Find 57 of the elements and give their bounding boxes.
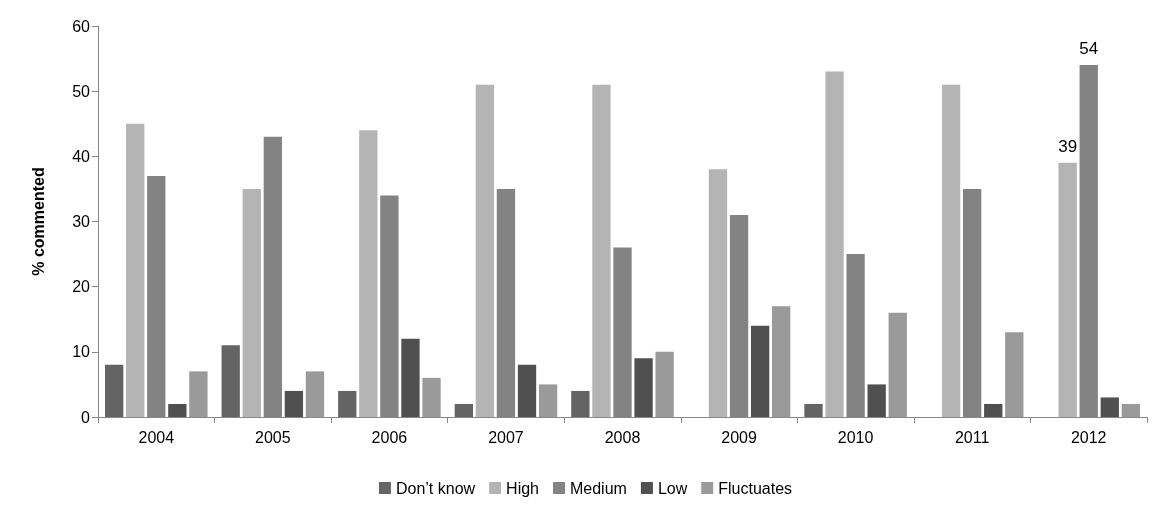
x-tick-label: 2007: [488, 428, 524, 446]
y-tick-label: 30: [72, 213, 91, 230]
bar: [126, 123, 145, 417]
legend-label: Fluctuates: [718, 479, 793, 497]
bar: [1005, 332, 1024, 417]
bar: [538, 384, 558, 417]
y-axis-title: % commented: [29, 167, 47, 276]
legend-label: High: [506, 479, 539, 497]
bar: [168, 403, 187, 417]
bar: [888, 312, 907, 417]
x-tick-label: 2009: [721, 428, 757, 446]
bar: [517, 364, 537, 417]
bar: [104, 364, 124, 417]
bar: [825, 71, 844, 417]
bar: [772, 306, 791, 417]
bar: [571, 390, 590, 417]
bar: [804, 403, 823, 417]
data-label: 54: [1079, 39, 1099, 59]
bar: [284, 390, 304, 417]
bar: [422, 377, 441, 417]
data-label: 39: [1058, 136, 1078, 156]
x-tick-label: 2005: [255, 428, 291, 446]
bar: [305, 371, 325, 417]
x-tick-label: 2006: [371, 428, 408, 446]
legend-label: Don’t know: [395, 479, 476, 497]
y-tick-label: 20: [72, 278, 91, 296]
bar: [634, 358, 653, 417]
bar: [1058, 162, 1077, 417]
bar: [655, 351, 674, 417]
bar: [475, 84, 495, 417]
x-tick-label: 2008: [604, 428, 641, 446]
legend-label: Low: [657, 479, 688, 497]
bar: [242, 188, 261, 417]
bar: [941, 84, 961, 417]
bar: [708, 169, 728, 417]
bar: [750, 325, 770, 417]
y-tick-label: 10: [72, 343, 91, 361]
x-tick-label: 2010: [837, 428, 874, 446]
bar: [454, 403, 473, 417]
y-tick-label: 50: [72, 82, 91, 100]
x-tick-label: 2011: [954, 428, 990, 446]
bar: [1121, 403, 1141, 417]
bar: [984, 403, 1003, 417]
y-tick-label: 0: [81, 408, 91, 426]
bar: [867, 384, 886, 417]
bar: [359, 130, 378, 417]
bar: [592, 84, 611, 417]
bar: [189, 371, 208, 417]
x-tick-label: 2004: [138, 428, 175, 446]
bar: [401, 338, 420, 417]
legend-label: Medium: [569, 479, 627, 497]
bar: [1100, 397, 1119, 417]
y-tick-label: 40: [72, 147, 91, 165]
x-tick-label: 2012: [1070, 428, 1107, 446]
y-tick-label: 60: [72, 17, 91, 35]
bar: [221, 345, 240, 417]
bar: [338, 390, 357, 417]
